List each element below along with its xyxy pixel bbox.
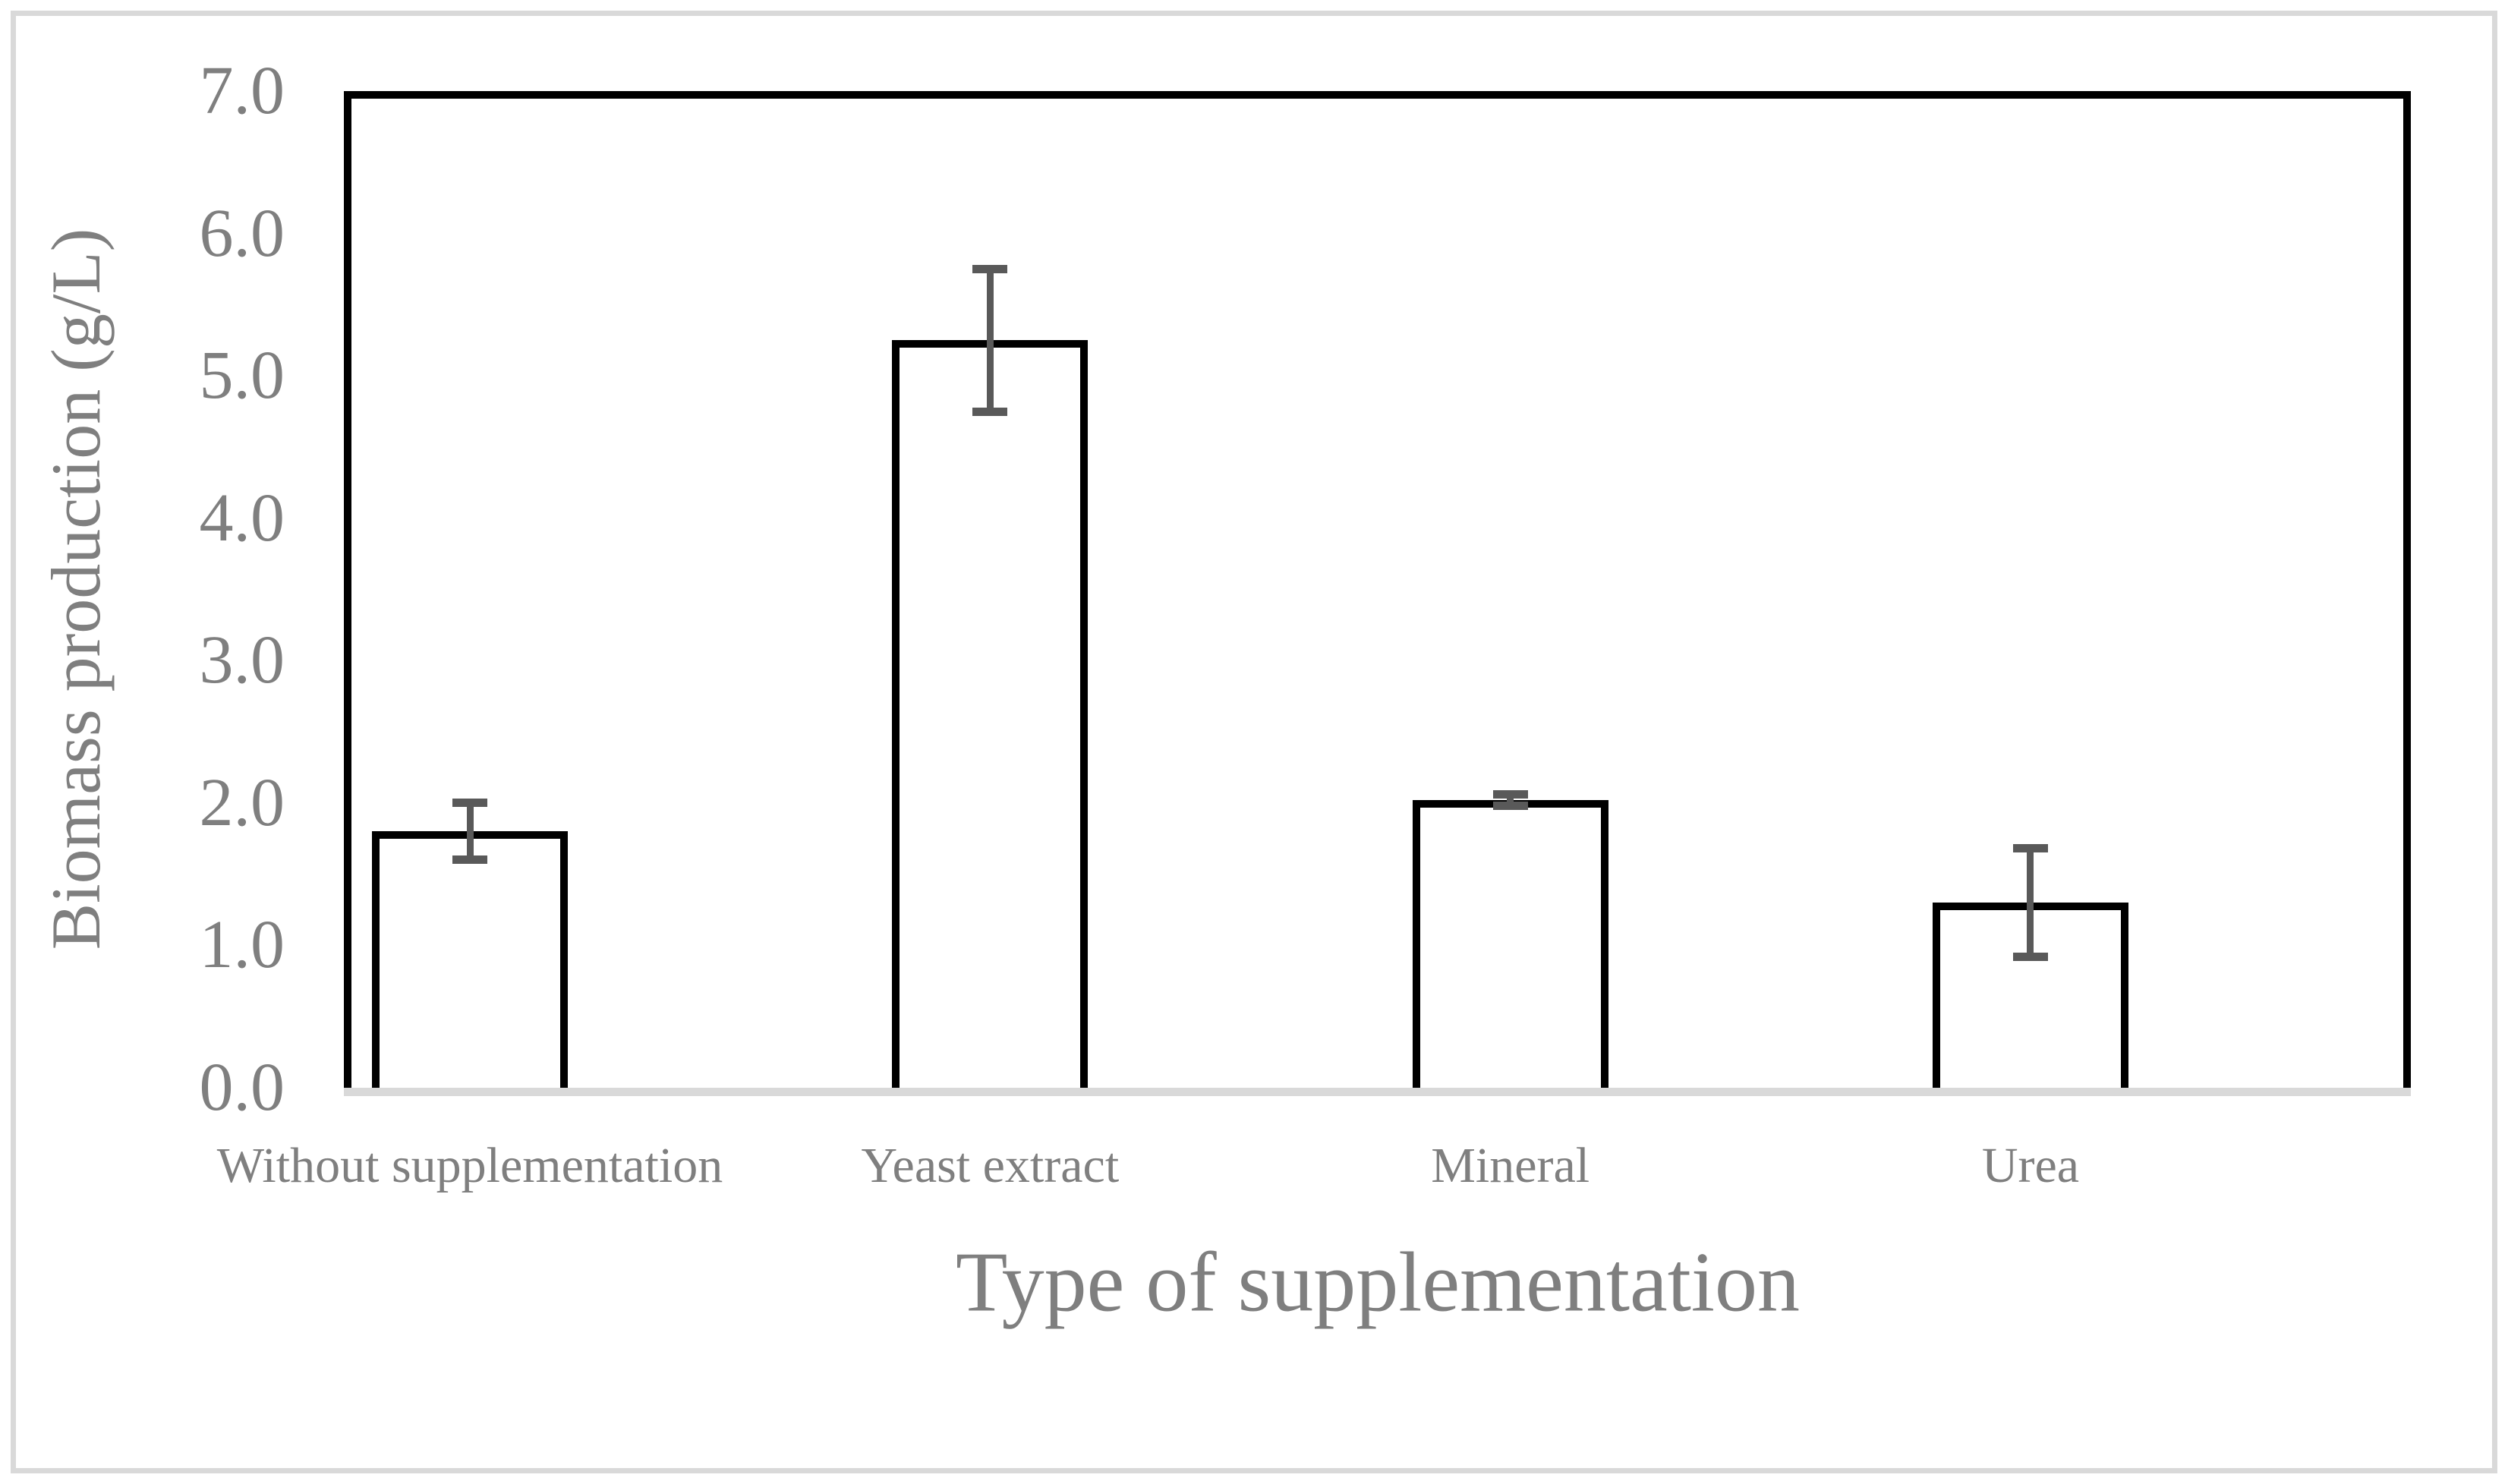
bar-1 xyxy=(892,340,1089,1088)
error-bar-cap xyxy=(452,855,487,865)
y-tick-label: 0.0 xyxy=(199,1050,285,1125)
category-label-1: Yeast extract xyxy=(861,1138,1120,1193)
y-tick-label: 7.0 xyxy=(199,53,285,128)
y-tick-label: 3.0 xyxy=(199,622,285,698)
plot-area-frame xyxy=(344,91,2411,1095)
error-bar-cap xyxy=(2012,844,2048,853)
x-axis-title: Type of supplementation xyxy=(956,1235,1800,1330)
bar-0 xyxy=(372,831,568,1088)
error-bar-stem xyxy=(2027,848,2034,957)
error-bar-cap xyxy=(972,264,1008,273)
y-axis-title: Biomass production (g/L) xyxy=(37,228,115,950)
x-axis-line xyxy=(344,1088,2411,1096)
y-tick-label: 2.0 xyxy=(199,764,285,840)
category-label-0: Without supplementation xyxy=(216,1138,723,1193)
bar-2 xyxy=(1412,800,1608,1088)
error-bar-stem xyxy=(1507,794,1514,806)
error-bar-cap xyxy=(972,407,1008,416)
category-label-3: Urea xyxy=(1981,1138,2080,1193)
category-label-2: Mineral xyxy=(1431,1138,1590,1193)
error-bar-stem xyxy=(986,269,994,412)
y-tick-label: 5.0 xyxy=(199,338,285,414)
error-bar-cap xyxy=(1492,790,1528,799)
error-bar-cap xyxy=(1492,802,1528,811)
y-tick-label: 6.0 xyxy=(199,195,285,271)
error-bar-stem xyxy=(466,802,474,860)
error-bar-cap xyxy=(2012,952,2048,961)
y-tick-label: 1.0 xyxy=(199,907,285,983)
error-bar-cap xyxy=(452,799,487,808)
y-tick-label: 4.0 xyxy=(199,480,285,556)
